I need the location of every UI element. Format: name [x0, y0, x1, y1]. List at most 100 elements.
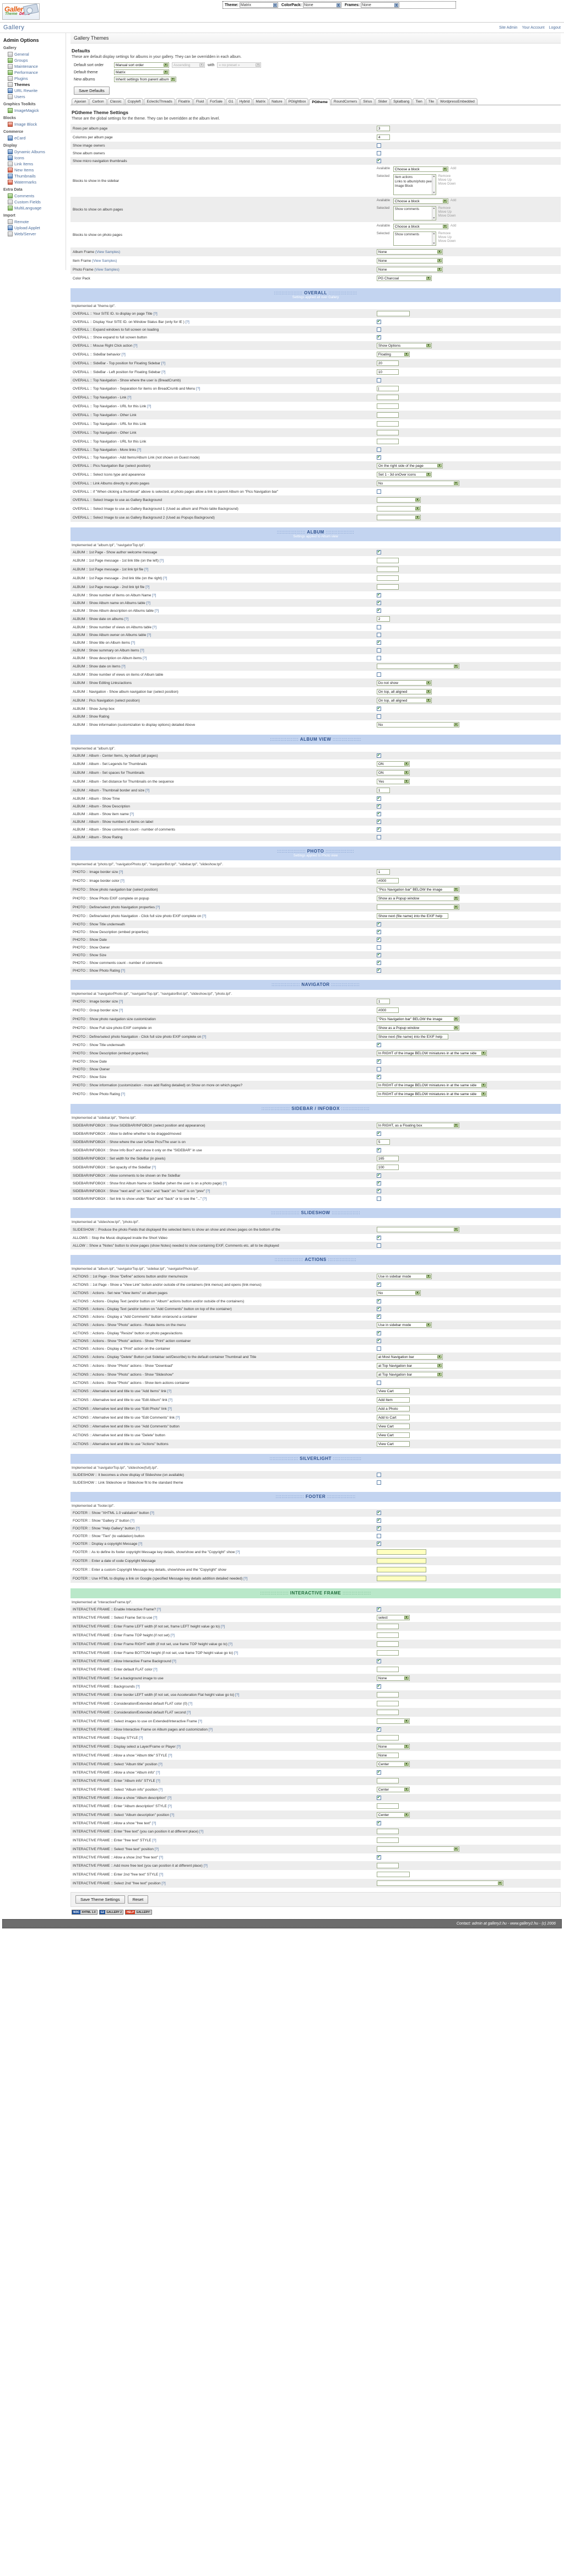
sidebar-item-ecard[interactable]: eCard: [3, 135, 63, 141]
help-link[interactable]: [?]: [168, 1398, 172, 1402]
text-input[interactable]: View Cart: [376, 1388, 410, 1394]
tab-carbon[interactable]: Carbon: [89, 98, 107, 105]
tab-fluid[interactable]: Fluid: [193, 98, 207, 105]
tab-roundcorners[interactable]: RoundCorners: [330, 98, 360, 105]
help-link[interactable]: [?]: [206, 1189, 210, 1193]
help-link[interactable]: [?]: [176, 1415, 180, 1420]
checkbox-checked[interactable]: [376, 1298, 381, 1304]
dropdown-select[interactable]: Center ▼: [376, 1787, 410, 1792]
checkbox-checked[interactable]: [376, 968, 381, 973]
listbox-option[interactable]: Show comments: [394, 233, 420, 236]
theme-strip-select-0[interactable]: Matrix ▼: [239, 2, 278, 8]
help-link[interactable]: [?]: [236, 1550, 240, 1554]
checkbox-unchecked[interactable]: [376, 1243, 381, 1248]
help-link[interactable]: [?]: [121, 664, 126, 669]
checkbox-checked[interactable]: [376, 804, 381, 809]
action-remove[interactable]: Remove: [438, 207, 451, 210]
help-link[interactable]: [?]: [138, 1542, 143, 1546]
text-input[interactable]: Show next (file name) into the EXIF help: [376, 913, 448, 919]
dropdown-select[interactable]: In RIGHT of the image BELOW miniatures i…: [376, 1050, 487, 1056]
sidebar-item-upload-applet[interactable]: Upload Applet: [3, 225, 63, 231]
dropdown-select[interactable]: No ▼: [376, 1290, 421, 1296]
add-block-action[interactable]: Add: [450, 199, 457, 202]
sidebar-item-web-server[interactable]: Web/Server: [3, 231, 63, 237]
text-input[interactable]: [376, 558, 399, 563]
account-link-site-admin[interactable]: Site Admin: [499, 25, 518, 30]
checkbox-unchecked[interactable]: [376, 625, 381, 629]
theme-strip-select-2[interactable]: None ▼: [361, 2, 400, 8]
help-link[interactable]: [?]: [159, 1872, 164, 1877]
text-input[interactable]: [376, 1632, 399, 1638]
sidebar-item-remote[interactable]: Remote: [3, 219, 63, 225]
checkbox-checked[interactable]: [376, 600, 381, 606]
sidebar-item-plugins[interactable]: Plugins: [3, 76, 63, 82]
dropdown-select[interactable]: On the right side of the page ▼: [376, 463, 443, 468]
dropdown-select[interactable]: at Top Navigation bar ▼: [376, 1372, 443, 1377]
listbox-scrollbar[interactable]: ▲ ▼: [431, 207, 436, 220]
dropdown-select[interactable]: None ▼: [376, 249, 443, 255]
text-input[interactable]: [376, 403, 399, 409]
text-input[interactable]: [376, 1650, 399, 1656]
action-move-down[interactable]: Move Down: [438, 240, 456, 243]
selected-blocks-listbox[interactable]: Show comments ▲ ▼: [393, 231, 436, 246]
help-link[interactable]: [?]: [133, 343, 138, 348]
help-link[interactable]: [?]: [156, 1607, 161, 1612]
help-link[interactable]: [?]: [176, 1744, 181, 1749]
dropdown-select[interactable]: at Top Navigation bar ▼: [376, 1363, 443, 1368]
theme-strip-select-1[interactable]: None ▼: [302, 2, 341, 8]
sidebar-item-groups[interactable]: Groups: [3, 57, 63, 63]
checkbox-checked[interactable]: [376, 1147, 381, 1153]
checkbox-checked[interactable]: [376, 921, 381, 927]
sidebar-item-comments[interactable]: Comments: [3, 193, 63, 199]
text-input[interactable]: [376, 1837, 399, 1843]
text-input[interactable]: 5: [376, 1139, 390, 1145]
help-link[interactable]: [?]: [158, 1787, 163, 1792]
add-block-action[interactable]: Add: [450, 167, 457, 170]
help-link[interactable]: [?]: [202, 1034, 207, 1039]
text-input[interactable]: [376, 311, 410, 316]
badge-gallery-2[interactable]: G2 GALLERY 2: [99, 1910, 124, 1915]
checkbox-checked[interactable]: [376, 827, 381, 832]
action-move-down[interactable]: Move Down: [438, 214, 456, 218]
text-input[interactable]: [376, 439, 399, 444]
tab-wordpressembedded[interactable]: WordpressEmbedded: [437, 98, 478, 105]
help-link[interactable]: [?]: [228, 1642, 232, 1646]
checkbox-checked[interactable]: [376, 1042, 381, 1048]
sidebar-item-image-block[interactable]: Image Block: [3, 121, 63, 127]
dropdown-select[interactable]: Set 1 - 3d onOver icons ▼: [376, 472, 432, 477]
text-input[interactable]: [376, 1829, 399, 1834]
checkbox-unchecked[interactable]: [376, 945, 381, 950]
text-input[interactable]: Add to Cart: [376, 1415, 410, 1420]
help-link[interactable]: [?]: [196, 386, 200, 391]
checkbox-unchecked[interactable]: [376, 1534, 381, 1538]
checkbox-checked[interactable]: [376, 1131, 381, 1136]
text-input[interactable]: [376, 584, 399, 590]
text-input[interactable]: [376, 1549, 426, 1555]
tab-eclecticthreads[interactable]: EclecticThreads: [144, 98, 175, 105]
dropdown-select[interactable]: ▼: [376, 515, 421, 520]
tab-nature[interactable]: Nature: [269, 98, 285, 105]
checkbox-unchecked[interactable]: [376, 448, 381, 452]
text-input[interactable]: [376, 1710, 399, 1715]
help-link[interactable]: [?]: [161, 1881, 166, 1885]
help-link[interactable]: [?]: [154, 1847, 159, 1851]
available-block-select[interactable]: Choose a block ▼: [393, 198, 448, 204]
dropdown-select[interactable]: Use in sidebar mode ▼: [376, 1322, 432, 1328]
sidebar-item-url-rewrite[interactable]: URL Rewrite: [3, 88, 63, 94]
checkbox-checked[interactable]: [376, 1607, 381, 1612]
text-input[interactable]: 4: [376, 134, 390, 140]
checkbox-checked[interactable]: [376, 1518, 381, 1523]
help-link[interactable]: [?]: [185, 320, 189, 324]
badge-gallery-[interactable]: HELP GALLERY!: [125, 1910, 152, 1915]
help-link[interactable]: [?]: [167, 1406, 172, 1411]
scroll-up-icon[interactable]: ▲: [432, 207, 436, 210]
text-input[interactable]: [376, 1558, 426, 1564]
tab-copyleft[interactable]: Copyleft: [124, 98, 144, 105]
help-link[interactable]: [?]: [172, 1659, 176, 1663]
checkbox-checked[interactable]: [376, 819, 381, 824]
help-link[interactable]: [?]: [156, 1779, 160, 1783]
checkbox-checked[interactable]: [376, 1338, 381, 1344]
checkbox-checked[interactable]: [376, 1526, 381, 1531]
help-link[interactable]: [?]: [130, 1518, 134, 1523]
sidebar-item-multilanguage[interactable]: MultiLanguage: [3, 205, 63, 211]
